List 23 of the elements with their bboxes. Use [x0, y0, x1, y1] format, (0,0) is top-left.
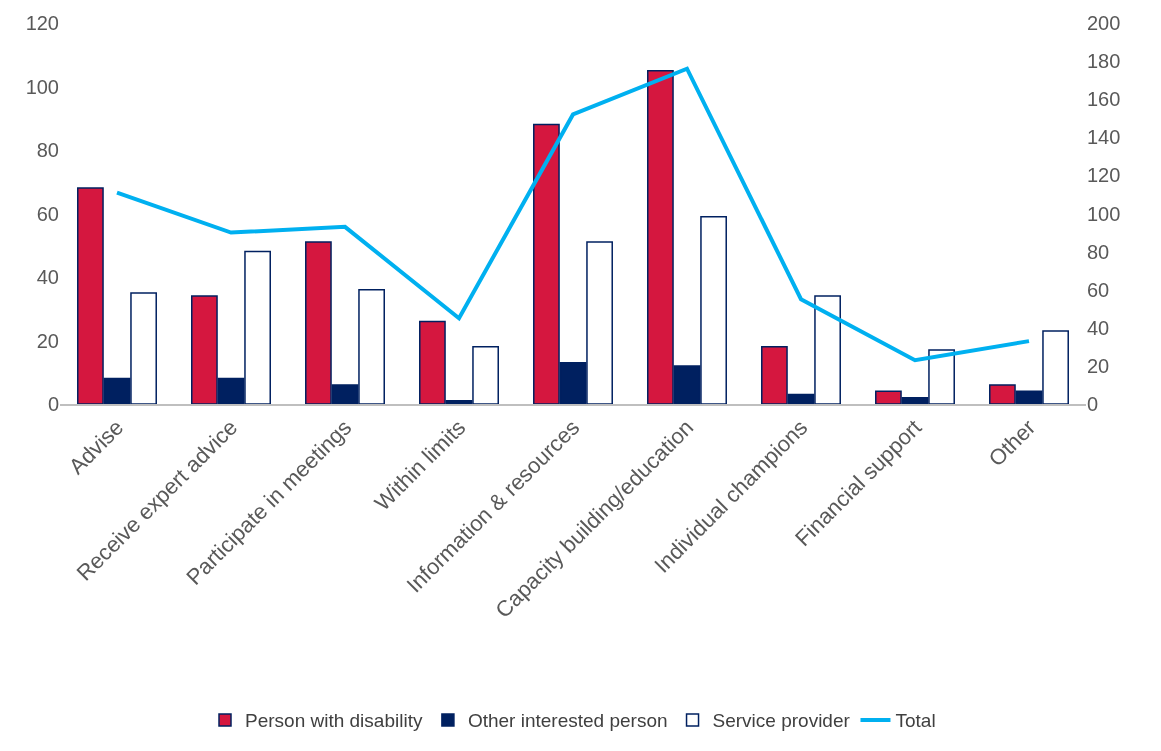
y-tick-label: 60: [36, 202, 59, 225]
y2-tick-label: 0: [1087, 393, 1099, 415]
line-series: [115, 66, 1031, 363]
y-tick-label: 100: [25, 75, 59, 98]
y2-tick-label: 40: [1087, 316, 1110, 339]
y-tick-label: 0: [47, 393, 59, 415]
y-tick-label: 120: [25, 12, 59, 34]
legend-label: Other interested person: [467, 710, 668, 732]
y-tick-label: 20: [36, 329, 59, 352]
y2-tick-label: 180: [1087, 50, 1121, 73]
y2-tick-label: 140: [1087, 126, 1121, 149]
legend-label: Service provider: [712, 710, 851, 732]
y2-tick-label: 60: [1087, 278, 1110, 301]
y2-tick-label: 200: [1087, 12, 1121, 34]
y2-tick-label: 20: [1087, 354, 1110, 377]
legend-label: Total: [895, 710, 936, 732]
y2-tick-label: 100: [1087, 202, 1121, 225]
y2-tick-label: 160: [1087, 88, 1121, 111]
legend-label: Person with disability: [245, 710, 423, 732]
y2-tick-label: 80: [1087, 240, 1110, 263]
y-tick-label: 40: [36, 266, 59, 288]
y-tick-label: 80: [36, 139, 59, 161]
y2-tick-label: 120: [1087, 164, 1121, 187]
